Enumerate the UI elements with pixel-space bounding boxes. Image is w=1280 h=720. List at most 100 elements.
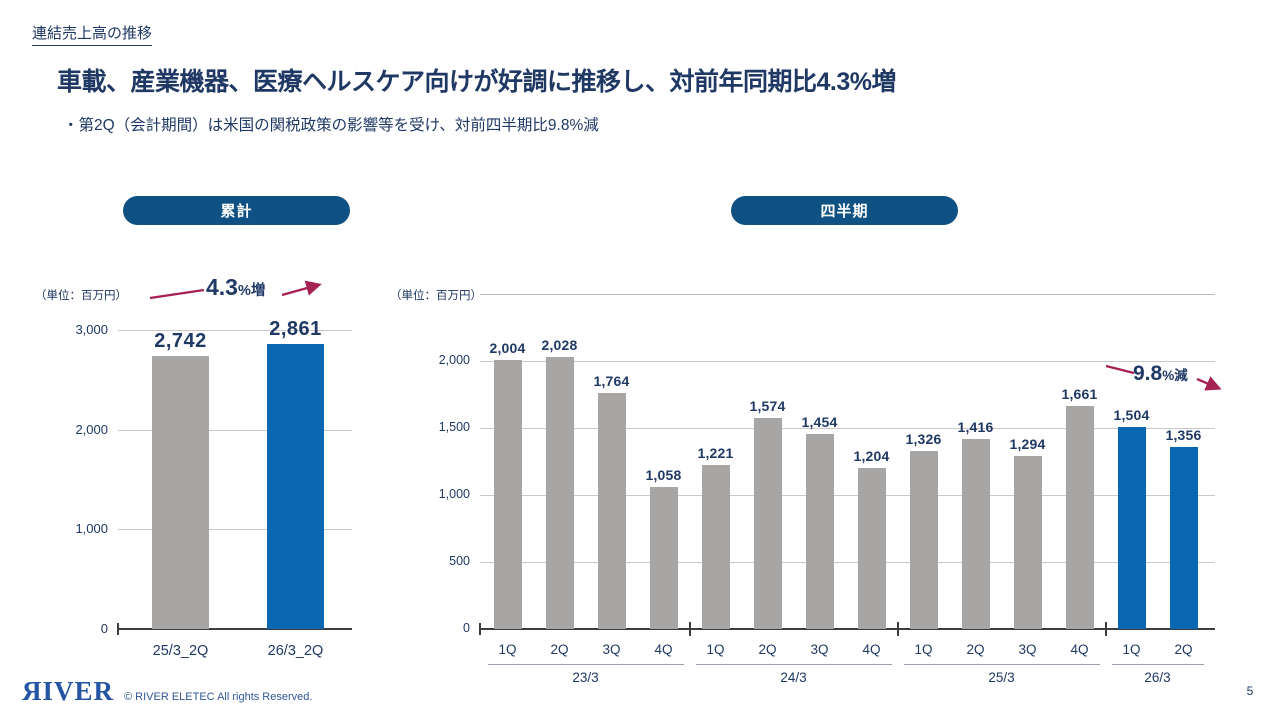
bar-25/3_2Q bbox=[152, 355, 209, 629]
quarter-label: 3Q bbox=[602, 642, 621, 657]
bar-value-label: 1,221 bbox=[697, 445, 734, 462]
bar-q3 bbox=[597, 392, 626, 629]
quarter-label: 3Q bbox=[810, 642, 829, 657]
bar-value-label: 2,004 bbox=[489, 340, 526, 357]
increase-suffix: %増 bbox=[237, 283, 266, 299]
y-tick-label: 2,000 bbox=[75, 421, 108, 437]
bar-q4 bbox=[649, 487, 678, 629]
axis-group-tick bbox=[1104, 622, 1107, 636]
bar-value-label: 1,204 bbox=[853, 447, 890, 464]
decrease-value: 9.8 bbox=[1133, 362, 1163, 385]
year-label: 23/3 bbox=[572, 670, 599, 685]
increase-arrow-icon bbox=[281, 280, 322, 297]
axis-group-tick bbox=[688, 622, 691, 636]
y-tick-label: 1,000 bbox=[438, 487, 470, 501]
gridline bbox=[480, 428, 1215, 429]
quarter-label: 3Q bbox=[1018, 642, 1037, 657]
quarter-label: 1Q bbox=[706, 642, 725, 657]
bar-q9 bbox=[909, 451, 938, 629]
category-label: 25/3_2Q bbox=[152, 643, 209, 659]
quarter-label: 4Q bbox=[654, 642, 673, 657]
bar-value-label: 1,058 bbox=[645, 467, 682, 484]
y-tick-label: 3,000 bbox=[75, 322, 108, 337]
bar-q2 bbox=[545, 357, 574, 629]
bar-q6 bbox=[753, 418, 782, 629]
bar-value-label: 2,861 bbox=[269, 317, 322, 340]
y-tick-label: 2,000 bbox=[438, 353, 470, 367]
group-underline bbox=[695, 664, 892, 665]
axis-tick bbox=[117, 623, 119, 635]
quarter-label: 2Q bbox=[1174, 642, 1193, 657]
cumulative-pill: 累計 bbox=[123, 196, 350, 225]
bar-q8 bbox=[857, 467, 886, 629]
quarterly-pill: 四半期 bbox=[731, 196, 958, 225]
bar-q5 bbox=[701, 465, 730, 629]
quarter-label: 4Q bbox=[1070, 642, 1089, 657]
bar-value-label: 2,028 bbox=[541, 337, 578, 354]
bar-value-label: 1,661 bbox=[1061, 386, 1098, 403]
gridline bbox=[118, 529, 352, 531]
x-axis bbox=[480, 628, 1215, 630]
bar-q1 bbox=[493, 360, 522, 629]
river-logo: ЯIVER bbox=[22, 676, 115, 706]
increase-value: 4.3 bbox=[206, 274, 238, 300]
unit-label-cumulative: （単位：百万円） bbox=[35, 290, 127, 302]
bar-value-label: 1,294 bbox=[1009, 435, 1046, 452]
copyright-text: © RIVER ELETEC All rights Reserved. bbox=[124, 691, 313, 703]
bar-q11 bbox=[1013, 455, 1042, 629]
gridline bbox=[118, 330, 352, 331]
quarter-label: 1Q bbox=[914, 642, 933, 657]
gridline bbox=[480, 495, 1215, 496]
bar-value-label: 1,764 bbox=[593, 372, 630, 389]
bar-value-label: 1,416 bbox=[957, 419, 994, 436]
group-underline bbox=[903, 664, 1100, 665]
gridline bbox=[480, 361, 1215, 362]
group-underline bbox=[1111, 664, 1204, 665]
y-tick-label: 1,500 bbox=[438, 420, 470, 434]
bar-q13 bbox=[1117, 427, 1146, 629]
section-title: 連結売上高の推移 bbox=[32, 22, 153, 46]
bar-value-label: 1,504 bbox=[1113, 407, 1150, 424]
unit-label-quarterly: （単位：百万円） bbox=[390, 290, 482, 302]
bar-q14 bbox=[1169, 447, 1198, 629]
quarter-label: 2Q bbox=[966, 642, 985, 657]
axis-group-tick bbox=[896, 622, 899, 636]
y-tick-label: 1,000 bbox=[75, 521, 108, 537]
increase-annotation: 4.3%増 bbox=[206, 276, 265, 299]
decrease-suffix: %減 bbox=[1162, 368, 1188, 383]
quarter-label: 2Q bbox=[550, 642, 569, 657]
axis-tick bbox=[479, 623, 481, 635]
bar-value-label: 2,742 bbox=[154, 329, 207, 352]
decrease-arrow-icon bbox=[1196, 376, 1222, 391]
quarter-label: 4Q bbox=[862, 642, 881, 657]
bar-value-label: 1,326 bbox=[905, 431, 942, 448]
quarter-label: 1Q bbox=[1122, 642, 1141, 657]
bar-q10 bbox=[961, 439, 990, 629]
bar-value-label: 1,356 bbox=[1165, 427, 1202, 444]
bar-q12 bbox=[1065, 406, 1094, 629]
bar-value-label: 1,454 bbox=[801, 414, 838, 431]
bar-q7 bbox=[805, 434, 834, 629]
bar-value-label: 1,574 bbox=[749, 398, 786, 415]
bar-26/3_2Q bbox=[267, 343, 324, 629]
y-tick-label: 0 bbox=[463, 621, 470, 635]
page-number: 5 bbox=[1246, 684, 1254, 698]
year-label: 25/3 bbox=[988, 670, 1015, 685]
plot-top-border bbox=[480, 294, 1215, 295]
x-axis bbox=[118, 628, 352, 630]
quarter-label: 2Q bbox=[758, 642, 777, 657]
y-tick-label: 500 bbox=[449, 554, 470, 568]
group-underline bbox=[487, 664, 684, 665]
subtitle-bullet: ・第2Q（会計期間）は米国の関税政策の影響等を受け、対前四半期比9.8%減 bbox=[63, 117, 599, 134]
year-label: 24/3 bbox=[780, 670, 807, 685]
decrease-annotation: 9.8%減 bbox=[1133, 363, 1188, 384]
y-tick-label: 0 bbox=[100, 621, 108, 636]
increase-arrow-line-icon bbox=[149, 288, 205, 300]
year-label: 26/3 bbox=[1144, 670, 1171, 685]
gridline bbox=[118, 429, 352, 431]
category-label: 26/3_2Q bbox=[267, 643, 324, 659]
gridline bbox=[480, 562, 1215, 563]
